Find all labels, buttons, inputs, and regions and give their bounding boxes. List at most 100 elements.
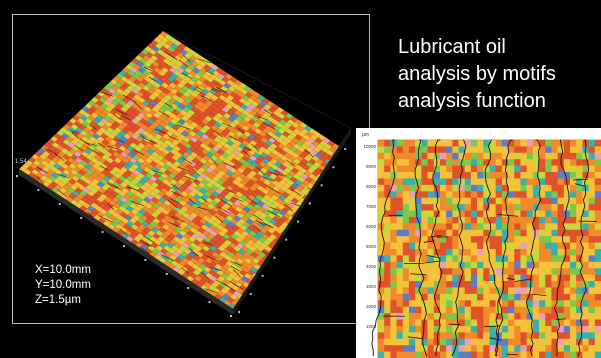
surface-cell [190, 151, 199, 158]
contour-cell [563, 172, 571, 179]
surface-cell [62, 154, 71, 161]
surface-cell [151, 166, 160, 173]
surface-cell [93, 214, 102, 221]
surface-cell [190, 61, 199, 68]
contour-cell [501, 255, 509, 263]
contour-cell [464, 191, 472, 199]
surface-cell [223, 269, 232, 276]
contour-cell [384, 293, 391, 301]
surface-cell [89, 151, 97, 158]
surface-cell [208, 209, 217, 216]
contour-cell [501, 140, 509, 147]
contour-cell [384, 159, 391, 166]
contour-cell [427, 249, 435, 256]
surface-cell [223, 143, 231, 150]
contour-cell [588, 300, 596, 308]
surface-cell [261, 203, 270, 210]
surface-cell [195, 79, 204, 86]
surface-grain [210, 88, 222, 93]
surface-cell [177, 178, 186, 185]
contour-cell [520, 165, 527, 173]
contour-cell [483, 274, 490, 282]
contour-cell [384, 197, 391, 205]
surface-cell [162, 73, 171, 80]
contour-cell [545, 281, 552, 288]
surface-cell [129, 127, 138, 134]
contour-cell [539, 242, 546, 250]
contour-cell [396, 223, 404, 231]
surface-cell [154, 103, 163, 110]
surface-cell [139, 118, 147, 125]
surface-cell [200, 254, 209, 261]
surface-cell [230, 218, 239, 225]
contour-cell [483, 313, 490, 320]
contour-cell [384, 184, 391, 192]
surface-cell [240, 134, 248, 141]
contour-cell [489, 197, 496, 205]
contour-cell [464, 255, 472, 263]
contour-cell [514, 338, 521, 346]
contour-cell [446, 197, 453, 205]
surface-cell [306, 227, 315, 234]
surface-cell [136, 106, 144, 113]
surface-cell [124, 154, 133, 161]
contour-cell [421, 223, 428, 231]
surface-cell [256, 215, 265, 222]
surface-cell [147, 88, 155, 95]
surface-cell [207, 82, 216, 89]
contour-cell [439, 287, 447, 295]
surface-cell [205, 151, 214, 158]
surface-cell [283, 197, 292, 204]
surface-cell [323, 188, 332, 195]
surface-cell [172, 206, 181, 213]
surface-cell [218, 185, 226, 192]
surface-cell [86, 124, 94, 131]
surface-cell [179, 124, 188, 131]
contour-cell [452, 287, 459, 295]
surface-cell [163, 260, 171, 267]
surface-cell [290, 131, 298, 138]
contour-cell [576, 249, 583, 256]
contour-cell [520, 197, 527, 205]
surface-cell [161, 224, 170, 231]
surface-cell [116, 229, 125, 236]
surface-cell [148, 124, 157, 131]
contour-cell [545, 306, 552, 314]
surface-cell [206, 76, 215, 83]
contour-cell [421, 338, 428, 346]
surface-cell [290, 116, 298, 123]
surface-cell [237, 278, 246, 285]
contour-cell [433, 152, 441, 160]
contour-cell [464, 165, 472, 173]
contour-cell [458, 229, 466, 237]
contour-cell [514, 210, 521, 218]
surface-cell [210, 109, 219, 116]
contour-cell [452, 191, 459, 199]
surface-cell [222, 158, 231, 165]
axis-tick [123, 245, 125, 247]
contour-cell [458, 242, 466, 250]
contour-cell [508, 191, 515, 199]
contour-cell [433, 191, 441, 199]
contour-cell [508, 306, 515, 314]
contour-cell [464, 293, 472, 301]
surface-cell [237, 121, 245, 128]
surface-cell [224, 103, 233, 110]
contour-cell [563, 165, 571, 173]
surface-cell [194, 215, 203, 222]
contour-cell [477, 197, 484, 205]
contour-cell [427, 242, 435, 250]
surface-cell [252, 137, 261, 144]
surface-cell [142, 55, 151, 62]
contour-cell [470, 216, 478, 224]
surface-cell [182, 182, 191, 189]
contour-cell [452, 197, 459, 205]
surface-cell [207, 112, 216, 119]
surface-cell [43, 157, 52, 164]
surface-cell [195, 281, 204, 288]
contour-cell [390, 261, 397, 269]
surface-cell [159, 136, 168, 143]
surface-cell [148, 109, 157, 116]
surface-cell [206, 61, 215, 68]
contour-cell [570, 223, 577, 231]
